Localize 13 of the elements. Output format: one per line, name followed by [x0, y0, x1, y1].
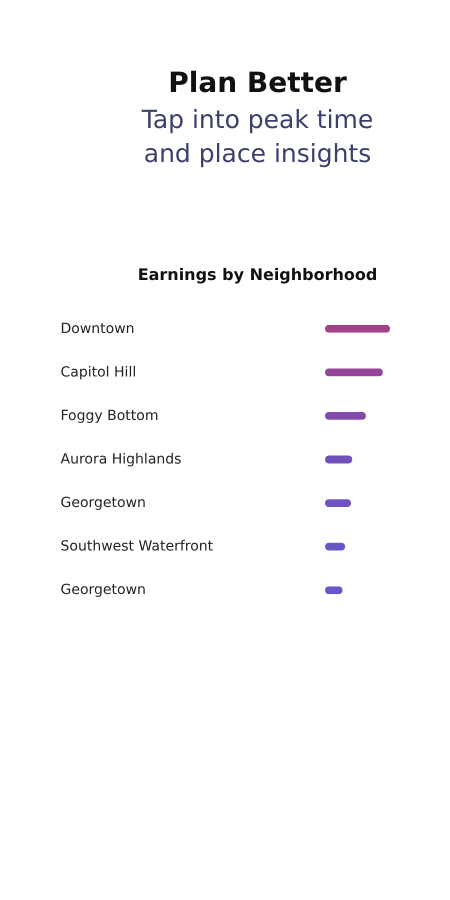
- y-tick-label: Southwest Waterfront: [60, 538, 214, 555]
- bar: [325, 456, 352, 464]
- chart-title: Earnings by Neighborhood: [138, 265, 378, 284]
- y-tick-label: Capitol Hill: [60, 364, 136, 380]
- y-tick-label: Foggy Bottom: [60, 408, 158, 424]
- bar: [325, 324, 390, 333]
- y-tick-label: Georgetown: [60, 495, 146, 512]
- y-tick-label: Georgetown: [60, 582, 146, 598]
- bar: [325, 368, 383, 376]
- text: Plan Better: [168, 66, 347, 99]
- text: Tap into peak time and place insights: [140, 105, 374, 168]
- y-tick-label: Aurora Highlands: [60, 452, 182, 468]
- y-tick-label: Downtown: [60, 320, 135, 337]
